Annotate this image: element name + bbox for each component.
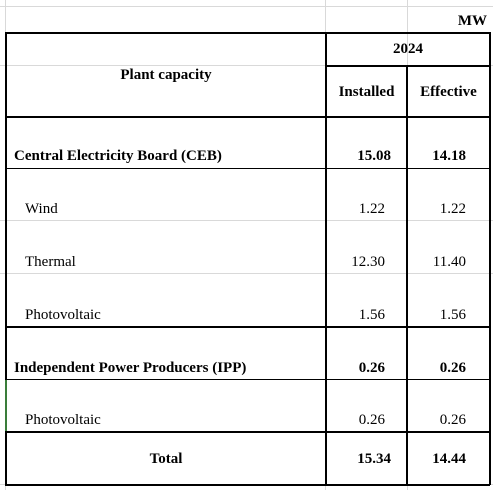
table-border-bottom <box>5 484 490 486</box>
gridline <box>0 273 493 274</box>
effective-value: 1.56 <box>439 307 466 323</box>
row-label: Photovoltaic <box>25 307 101 323</box>
unit-label: MW <box>457 13 487 29</box>
installed-value: 1.22 <box>358 201 385 217</box>
row-border <box>5 326 490 328</box>
total-label: Total <box>149 451 183 467</box>
gridline <box>0 65 493 66</box>
effective-header: Effective <box>420 84 477 100</box>
gridline <box>0 220 493 221</box>
table-border-right <box>489 32 491 485</box>
installed-header: Installed <box>338 84 395 100</box>
table-border-top <box>5 32 490 34</box>
gridline <box>0 6 493 7</box>
installed-value: 15.08 <box>357 148 391 164</box>
table-border-left <box>5 32 7 379</box>
effective-value: 14.18 <box>432 148 466 164</box>
year-header: 2024 <box>393 41 423 57</box>
installed-value: 0.26 <box>358 360 385 376</box>
row-border <box>5 379 490 380</box>
row-label: Wind <box>25 201 58 217</box>
row-label: Thermal <box>25 254 76 270</box>
table-border-left <box>5 431 7 485</box>
column-divider <box>325 32 327 485</box>
row-border <box>5 431 490 433</box>
effective-value: 0.26 <box>439 360 466 376</box>
cell-selection-edge <box>5 379 7 432</box>
header-bottom-border <box>5 116 490 118</box>
row-label: Independent Power Producers (IPP) <box>14 360 247 376</box>
total-effective-value: 14.44 <box>432 451 466 467</box>
plant-capacity-header: Plant capacity <box>120 67 212 83</box>
row-label: Photovoltaic <box>25 412 101 428</box>
installed-value: 1.56 <box>358 307 385 323</box>
effective-value: 11.40 <box>432 254 466 270</box>
installed-value: 0.26 <box>358 412 385 428</box>
row-border <box>5 168 490 169</box>
effective-value: 0.26 <box>439 412 466 428</box>
row-label: Central Electricity Board (CEB) <box>14 148 222 164</box>
total-installed-value: 15.34 <box>357 451 391 467</box>
effective-value: 1.22 <box>439 201 466 217</box>
installed-value: 12.30 <box>351 254 385 270</box>
year-underline <box>326 65 490 67</box>
column-divider <box>406 65 408 485</box>
